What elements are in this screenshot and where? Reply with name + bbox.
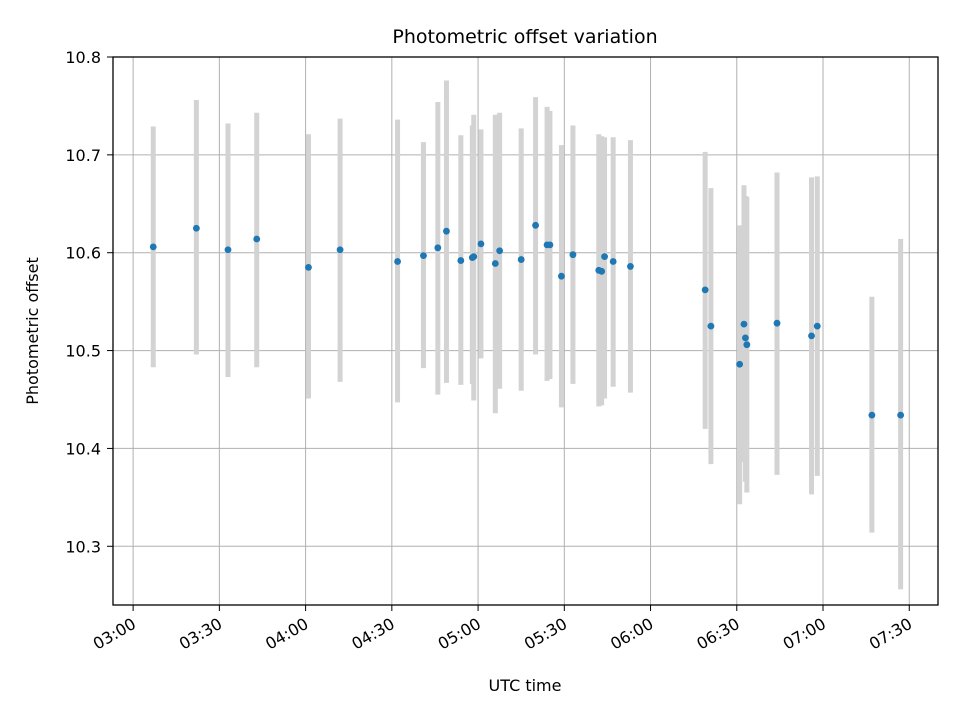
data-point	[477, 240, 485, 248]
data-point	[532, 221, 539, 229]
data-points	[149, 221, 905, 419]
data-point	[420, 252, 427, 260]
data-point	[336, 246, 344, 254]
y-tick-label: 10.4	[65, 439, 101, 458]
data-point	[224, 246, 232, 254]
data-point	[434, 244, 442, 252]
y-tick-label: 10.6	[65, 244, 101, 263]
y-axis-label: Photometric offset	[23, 257, 42, 405]
data-point	[569, 251, 577, 259]
data-point	[707, 322, 715, 330]
data-point	[496, 247, 504, 255]
data-point	[457, 257, 465, 264]
x-axis-label: UTC time	[489, 676, 562, 695]
data-point	[253, 235, 261, 243]
data-point	[627, 263, 634, 270]
y-tick-label: 10.8	[65, 48, 101, 67]
y-tick-label: 10.5	[65, 342, 101, 361]
data-point	[609, 258, 617, 265]
data-point	[598, 267, 606, 275]
data-point	[192, 224, 200, 232]
data-point	[868, 411, 876, 419]
data-point	[491, 260, 499, 267]
y-tick-label: 10.3	[65, 537, 101, 556]
data-point	[897, 411, 905, 419]
y-axis: 10.3 10.4 10.5 10.6 10.7 10.8	[65, 48, 113, 556]
data-point	[773, 319, 781, 327]
data-point	[517, 256, 525, 263]
data-point	[601, 253, 608, 261]
y-tick-label: 10.7	[65, 146, 101, 165]
data-point	[808, 332, 815, 340]
data-point	[394, 258, 401, 265]
chart-title: Photometric offset variation	[392, 26, 657, 48]
data-point	[443, 227, 450, 235]
data-point	[546, 241, 554, 249]
plot-frame	[112, 56, 939, 606]
data-point	[743, 341, 751, 349]
data-point	[813, 322, 821, 330]
data-point	[736, 360, 744, 368]
data-point	[470, 253, 478, 261]
data-point	[740, 320, 748, 328]
data-point	[305, 263, 312, 271]
data-point	[701, 286, 709, 294]
data-point	[149, 243, 157, 251]
data-point	[558, 272, 565, 280]
data-point	[742, 334, 749, 342]
